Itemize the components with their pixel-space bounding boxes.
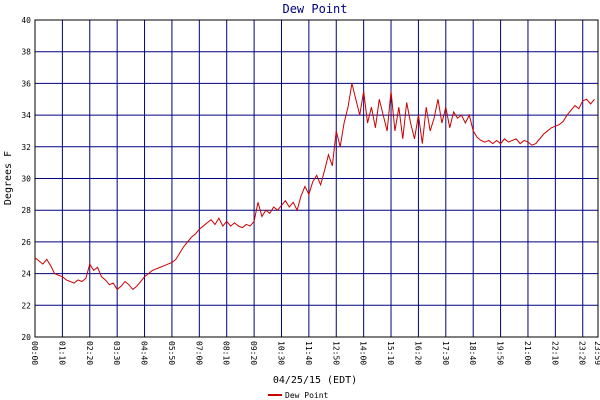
x-tick-label: 09:20	[249, 341, 258, 365]
x-tick-label: 05:50	[167, 341, 176, 365]
x-tick-label: 23:20	[578, 341, 587, 365]
x-tick-label: 11:40	[304, 341, 313, 365]
x-tick-label: 08:10	[222, 341, 231, 365]
legend-label: Dew Point	[285, 391, 329, 400]
y-tick-label: 26	[21, 238, 31, 247]
chart-title: Dew Point	[282, 2, 347, 16]
x-tick-label: 18:40	[468, 341, 477, 365]
y-tick-label: 30	[21, 175, 31, 184]
y-tick-label: 24	[21, 270, 31, 279]
x-tick-label: 22:10	[550, 341, 559, 365]
x-tick-label: 01:10	[57, 341, 66, 365]
x-tick-label: 23:59	[593, 341, 600, 365]
x-tick-label: 10:30	[276, 341, 285, 365]
x-tick-label: 16:20	[413, 341, 422, 365]
x-tick-label: 14:00	[359, 341, 368, 365]
y-tick-label: 38	[21, 48, 31, 57]
x-tick-label: 15:10	[386, 341, 395, 365]
y-tick-label: 36	[21, 79, 31, 88]
y-tick-label: 20	[21, 333, 31, 342]
x-tick-label: 00:00	[30, 341, 39, 365]
y-tick-label: 40	[21, 16, 31, 25]
x-tick-label: 17:30	[441, 341, 450, 365]
y-tick-label: 32	[21, 143, 31, 152]
plot-frame	[34, 19, 599, 338]
x-tick-label: 12:50	[331, 341, 340, 365]
y-tick-label: 28	[21, 206, 31, 215]
x-tick-label: 04:40	[140, 341, 149, 365]
x-tick-label: 03:30	[112, 341, 121, 365]
x-tick-label: 07:00	[194, 341, 203, 365]
x-tick-label: 19:50	[496, 341, 505, 365]
x-axis-label: 04/25/15 (EDT)	[273, 375, 357, 386]
y-axis-label: Degrees F	[3, 151, 14, 205]
x-tick-label: 02:20	[85, 341, 94, 365]
y-tick-label: 34	[21, 111, 31, 120]
x-tick-label: 21:00	[523, 341, 532, 365]
y-tick-label: 22	[21, 301, 31, 310]
data-line	[34, 83, 595, 291]
